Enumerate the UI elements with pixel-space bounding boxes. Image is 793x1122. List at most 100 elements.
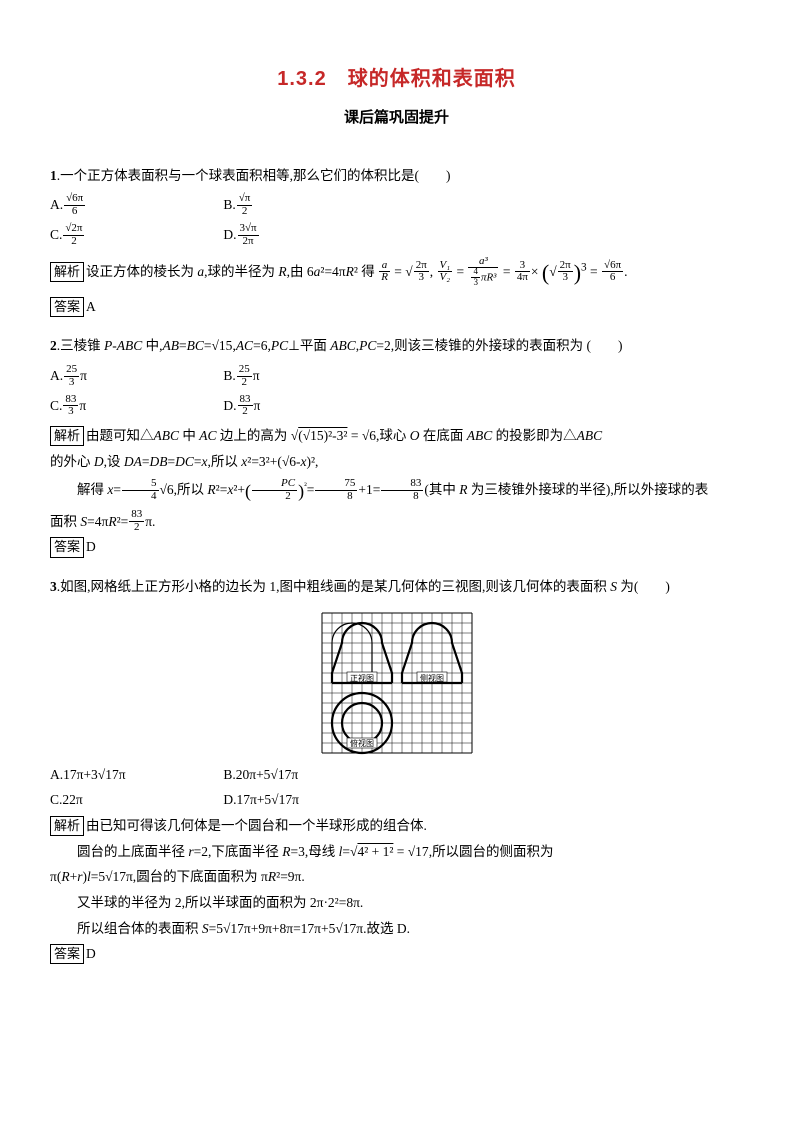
t: π( [50,869,61,884]
t: 3 [64,376,79,389]
t: 由已知可得该几何体是一个圆台和一个半球形成的组合体. [86,818,427,833]
t: 3 [63,405,78,418]
q1-optA: A.√6π6 [50,192,220,218]
t: 83 [238,394,253,406]
t: R [278,264,286,279]
answer-label: 答案 [50,537,84,557]
q2-num: 2 [50,338,57,353]
q1-optB-num: √π [237,193,253,205]
t: 中, [142,338,162,353]
t: (其中 [424,483,459,498]
t: ²+ [233,483,245,498]
t: 4 [471,267,480,276]
t: = √17 [397,844,429,859]
q1-stem: 1.一个正方体表面积与一个球表面积相等,那么它们的体积比是( ) [50,163,743,189]
t: =2,则该三棱锥的外接球的表面积为 [376,338,583,353]
t: 5 [122,478,159,490]
t: 3 [414,271,429,284]
svg-text:正视图: 正视图 [350,673,374,683]
q1-optC-pre: C. [50,227,62,242]
q1-optA-den: 6 [64,205,85,218]
t: ,所以 [174,483,208,498]
t: B. [223,368,235,383]
q2-optB: B.252π [223,363,423,389]
t: AC [199,428,216,443]
t: ,球的半径为 [204,264,278,279]
q1-answer: 答案A [50,294,743,320]
t: R [268,869,276,884]
t: ²=3²+(√6- [247,454,300,469]
q3-stem: 3.如图,网格纸上正方形小格的边长为 1,图中粗线画的是某几何体的三视图,则该几… [50,574,743,600]
t: =√ [342,844,357,859]
t: =6, [253,338,271,353]
t: , [430,264,433,279]
q3-options-row2: C.22π D.17π+5√17π [50,787,743,813]
q2-options-row1: A.253π B.252π [50,363,743,389]
t: AC [236,338,253,353]
t: a [379,260,390,272]
t: R [459,483,467,498]
answer-label: 答案 [50,297,84,317]
t: = [142,454,150,469]
q2-jiexi-l2: 的外心 D,设 DA=DB=DC=x,所以 x²=3²+(√6-x)², [50,449,743,475]
q3-options-row1: A.17π+3√17π B.20π+5√17π [50,762,743,788]
t: 83 [63,394,78,406]
q1-optC-num: √2π [63,223,84,235]
t: 2 [129,521,144,534]
t: 的外心 [50,454,94,469]
t: = [179,338,187,353]
q2-jiexi-l4: 面积 S=4πR²=832π. [50,509,743,535]
answer-label: 答案 [50,944,84,964]
t: 3 [471,277,480,287]
t: ,所以圆台的侧面积为 [429,844,554,859]
q2-answer: 答案D [50,534,743,560]
t: 的投影即为△ [492,428,576,443]
q1-optB-den: 2 [237,205,253,218]
t: D. [223,398,236,413]
t: DA [124,454,142,469]
q3-optD: D.17π+5√17π [223,787,423,813]
t: =5√17π, [91,869,136,884]
q2-jiexi-l3: 解得 x=54√6,所以 R²=x²+(PC2)²=758+1=838(其中 R… [50,474,743,508]
t: = [168,454,176,469]
t: 3 [558,271,573,284]
t: 2 [238,405,253,418]
q1-optC-den: 2 [63,235,84,248]
t: = [113,483,121,498]
t: = [456,264,464,279]
q3-optB: B.20π+5√17π [223,762,423,788]
q1-optB: B.√π2 [223,192,423,218]
t: C. [50,398,62,413]
t: 83 [129,509,144,521]
t: ( [542,260,549,285]
t: S [202,921,209,936]
t: 圆台的上底面半径 [77,844,188,859]
t: =4π [87,514,108,529]
t: PC [271,338,288,353]
t: PC [252,478,297,490]
jiexi-label: 解析 [50,816,84,836]
t: PC [359,338,376,353]
t: 2π [414,260,429,272]
t: = [307,483,315,498]
t: ABC [577,428,603,443]
t: .如图,网格纸上正方形小格的边长为 1,图中粗线画的是某几何体的三视图,则该几何… [57,579,611,594]
q3-answer: 答案D [50,941,743,967]
q1-answer-val: A [86,299,96,314]
q2-jiexi: 解析由题可知△ABC 中 AC 边上的高为 √(√15)²-3² = √6,球心… [50,423,743,449]
t: 边上的高为 √ [217,428,299,443]
t: R [379,271,390,284]
q2-options-row2: C.833π D.832π [50,393,743,419]
three-view-figure: 正视图侧视图俯视图 [317,608,477,758]
t: 解得 [77,483,107,498]
t: 为( ) [617,579,670,594]
t: 面积 [50,514,80,529]
t: )², [307,454,319,469]
t: 圆台的下底面面积为 π [136,869,268,884]
t: A. [50,368,63,383]
q1-optD-den: 2π [238,235,259,248]
t: π [254,398,261,413]
t: 4 [122,490,159,503]
t: R [207,483,215,498]
q1-optA-pre: A. [50,197,63,212]
